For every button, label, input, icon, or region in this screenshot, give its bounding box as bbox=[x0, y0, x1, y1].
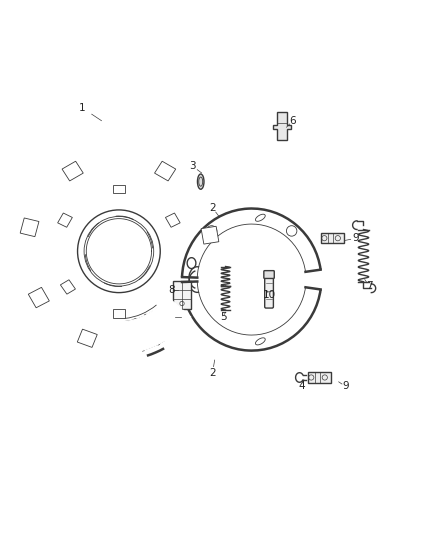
Polygon shape bbox=[102, 297, 191, 353]
Text: 1: 1 bbox=[78, 103, 85, 112]
Polygon shape bbox=[58, 213, 72, 227]
Text: 5: 5 bbox=[220, 312, 226, 321]
Polygon shape bbox=[20, 218, 39, 237]
Text: 2: 2 bbox=[209, 368, 216, 378]
Polygon shape bbox=[77, 329, 97, 348]
Text: 10: 10 bbox=[262, 290, 276, 300]
Text: 9: 9 bbox=[353, 233, 360, 243]
Ellipse shape bbox=[199, 177, 203, 186]
Polygon shape bbox=[201, 227, 219, 244]
Polygon shape bbox=[113, 184, 124, 193]
FancyBboxPatch shape bbox=[265, 273, 273, 308]
Polygon shape bbox=[62, 161, 83, 181]
FancyBboxPatch shape bbox=[321, 232, 344, 244]
Circle shape bbox=[175, 314, 181, 320]
Text: 8: 8 bbox=[168, 286, 174, 295]
Polygon shape bbox=[28, 287, 49, 308]
Polygon shape bbox=[113, 309, 124, 318]
Circle shape bbox=[180, 301, 184, 305]
Polygon shape bbox=[273, 112, 291, 140]
FancyBboxPatch shape bbox=[308, 372, 331, 383]
Polygon shape bbox=[155, 161, 176, 181]
Polygon shape bbox=[60, 280, 75, 294]
Text: 7: 7 bbox=[366, 281, 372, 291]
Text: 9: 9 bbox=[342, 381, 349, 391]
FancyBboxPatch shape bbox=[173, 281, 191, 309]
Text: 6: 6 bbox=[290, 116, 296, 126]
Polygon shape bbox=[166, 213, 180, 227]
Text: 4: 4 bbox=[298, 381, 305, 391]
FancyBboxPatch shape bbox=[264, 271, 274, 278]
Text: 3: 3 bbox=[190, 161, 196, 172]
Text: 2: 2 bbox=[209, 203, 216, 213]
Ellipse shape bbox=[198, 174, 204, 189]
